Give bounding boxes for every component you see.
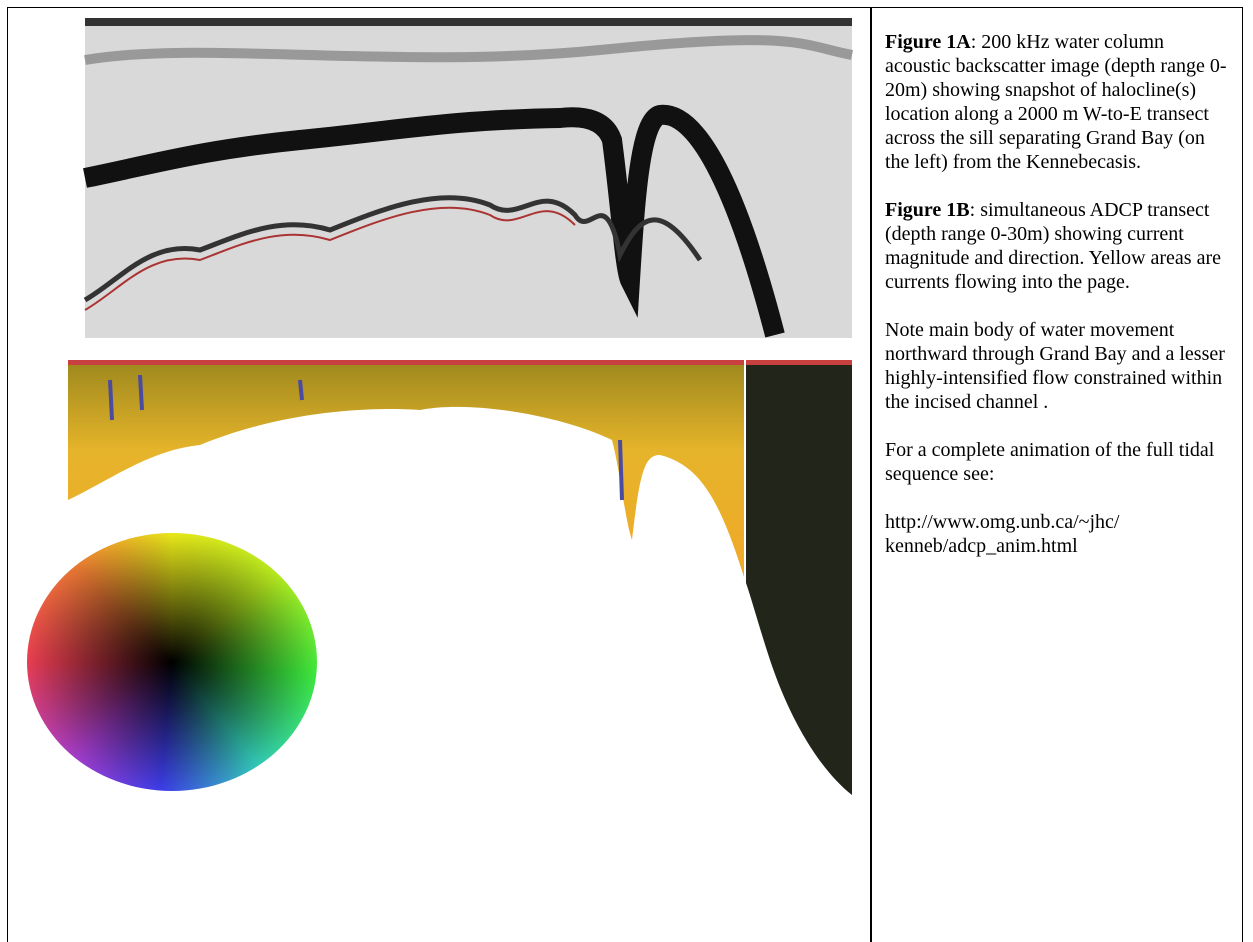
color-wheel xyxy=(27,533,317,791)
figures xyxy=(0,0,870,940)
figure-1b-caption: Figure 1B: simultaneous ADCP transect (d… xyxy=(885,198,1230,294)
url-line[interactable]: http://www.omg.unb.ca/~jhc/ xyxy=(885,511,1120,533)
animation-prompt: For a complete animation of the full tid… xyxy=(885,438,1230,486)
note: Note main body of water movement northwa… xyxy=(885,318,1230,414)
caption-label: Figure 1A xyxy=(885,31,971,53)
figure-1a-caption: Figure 1A: 200 kHz water column acoustic… xyxy=(885,30,1230,174)
url[interactable]: http://www.omg.unb.ca/~jhc/kenneb/adcp_a… xyxy=(885,510,1230,558)
caption-panel: Figure 1A: 200 kHz water column acoustic… xyxy=(885,30,1230,582)
divider xyxy=(870,7,872,942)
caption-label: Figure 1B xyxy=(885,199,970,221)
url-line[interactable]: kenneb/adcp_anim.html xyxy=(885,535,1078,557)
sonar-image xyxy=(85,18,852,338)
page: Figure 1A: 200 kHz water column acoustic… xyxy=(0,0,1253,942)
